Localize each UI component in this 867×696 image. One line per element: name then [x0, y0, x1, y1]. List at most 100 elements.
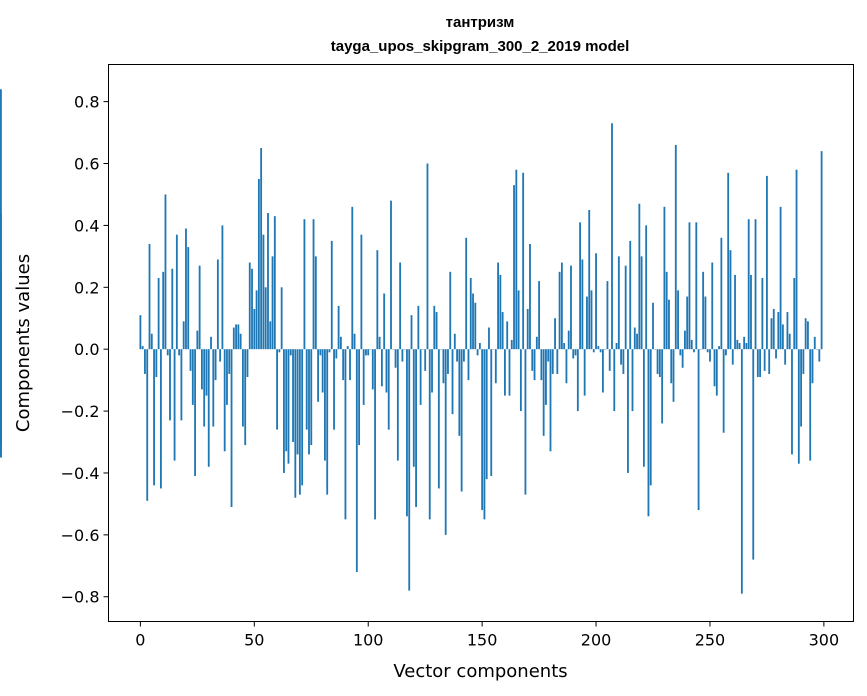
bar	[663, 206, 666, 350]
bar	[747, 219, 750, 350]
bar	[401, 349, 404, 362]
bar	[668, 299, 670, 350]
y-tick-label: 0.2	[74, 278, 99, 297]
bar	[595, 253, 597, 350]
bar	[556, 349, 559, 374]
bar	[670, 349, 673, 384]
bar	[296, 349, 299, 455]
y-tick-label: −0.2	[61, 402, 100, 421]
bar	[426, 163, 429, 350]
bar	[652, 302, 654, 350]
bar	[326, 349, 329, 495]
bar	[709, 349, 711, 362]
bar	[273, 216, 276, 350]
x-tick-label: 50	[244, 631, 264, 650]
bar	[820, 151, 823, 350]
bar	[449, 271, 452, 350]
bar	[0, 271, 2, 350]
bar	[417, 305, 420, 350]
bar	[451, 349, 454, 415]
bar	[795, 169, 798, 350]
bar	[469, 278, 472, 350]
bar	[196, 330, 199, 350]
x-tick-label: 100	[353, 631, 384, 650]
bar	[615, 343, 618, 350]
bar	[141, 346, 144, 350]
bar	[328, 349, 331, 353]
bar	[333, 349, 335, 430]
bar	[770, 318, 773, 350]
bar	[490, 349, 493, 477]
bar	[665, 271, 668, 350]
bar	[424, 349, 427, 371]
bar	[715, 349, 718, 396]
bar	[358, 349, 361, 446]
bar	[148, 243, 151, 350]
y-tick-label: 0.0	[74, 340, 99, 359]
bar	[640, 256, 643, 350]
bar	[608, 349, 611, 371]
y-axis-label: Components values	[13, 254, 34, 432]
bar	[731, 349, 734, 365]
x-axis-label: Vector components	[393, 661, 567, 682]
bar	[752, 349, 755, 560]
bar	[677, 290, 679, 350]
bar	[611, 123, 613, 350]
bar	[337, 305, 340, 350]
bar	[506, 321, 509, 350]
bar	[251, 268, 253, 350]
bar	[745, 343, 748, 350]
bar	[725, 349, 727, 356]
bar	[221, 225, 224, 350]
bar	[301, 349, 304, 486]
bar	[711, 262, 714, 350]
bar	[257, 178, 260, 350]
bar	[638, 203, 641, 350]
bar	[298, 349, 301, 495]
bar	[294, 349, 297, 498]
bar	[679, 349, 682, 356]
bar	[565, 349, 568, 384]
bar	[743, 336, 746, 350]
bar	[198, 265, 201, 350]
bar	[761, 278, 764, 350]
bar	[159, 349, 162, 489]
bar	[210, 336, 212, 350]
bar	[235, 324, 237, 350]
bar-series	[0, 89, 823, 594]
bar	[0, 349, 2, 458]
y-tick-label: 0.8	[74, 93, 99, 112]
bar	[171, 268, 174, 350]
bar	[542, 349, 545, 436]
bar	[223, 349, 226, 452]
bar	[631, 349, 634, 412]
bar	[775, 349, 777, 359]
bar	[447, 349, 449, 374]
bar	[239, 333, 242, 350]
bar	[793, 278, 796, 350]
bar	[226, 349, 228, 405]
bar	[264, 287, 267, 350]
bar	[472, 293, 474, 350]
bar	[169, 349, 171, 421]
bar	[408, 349, 411, 591]
bar	[576, 349, 579, 412]
bar	[305, 349, 308, 430]
bar	[371, 349, 374, 390]
bar	[310, 349, 313, 446]
bar	[162, 271, 165, 350]
chart-title: тантризм	[446, 14, 515, 31]
bar	[501, 312, 504, 350]
bar	[627, 349, 629, 473]
bar	[519, 349, 522, 412]
bar	[212, 349, 215, 427]
bar	[727, 172, 730, 350]
bar	[800, 349, 803, 427]
bar	[590, 290, 593, 350]
bar	[759, 349, 761, 378]
bar	[497, 262, 499, 350]
bar	[175, 234, 178, 350]
bar	[499, 274, 502, 350]
bar	[686, 296, 689, 350]
x-tick-label: 200	[581, 631, 612, 650]
